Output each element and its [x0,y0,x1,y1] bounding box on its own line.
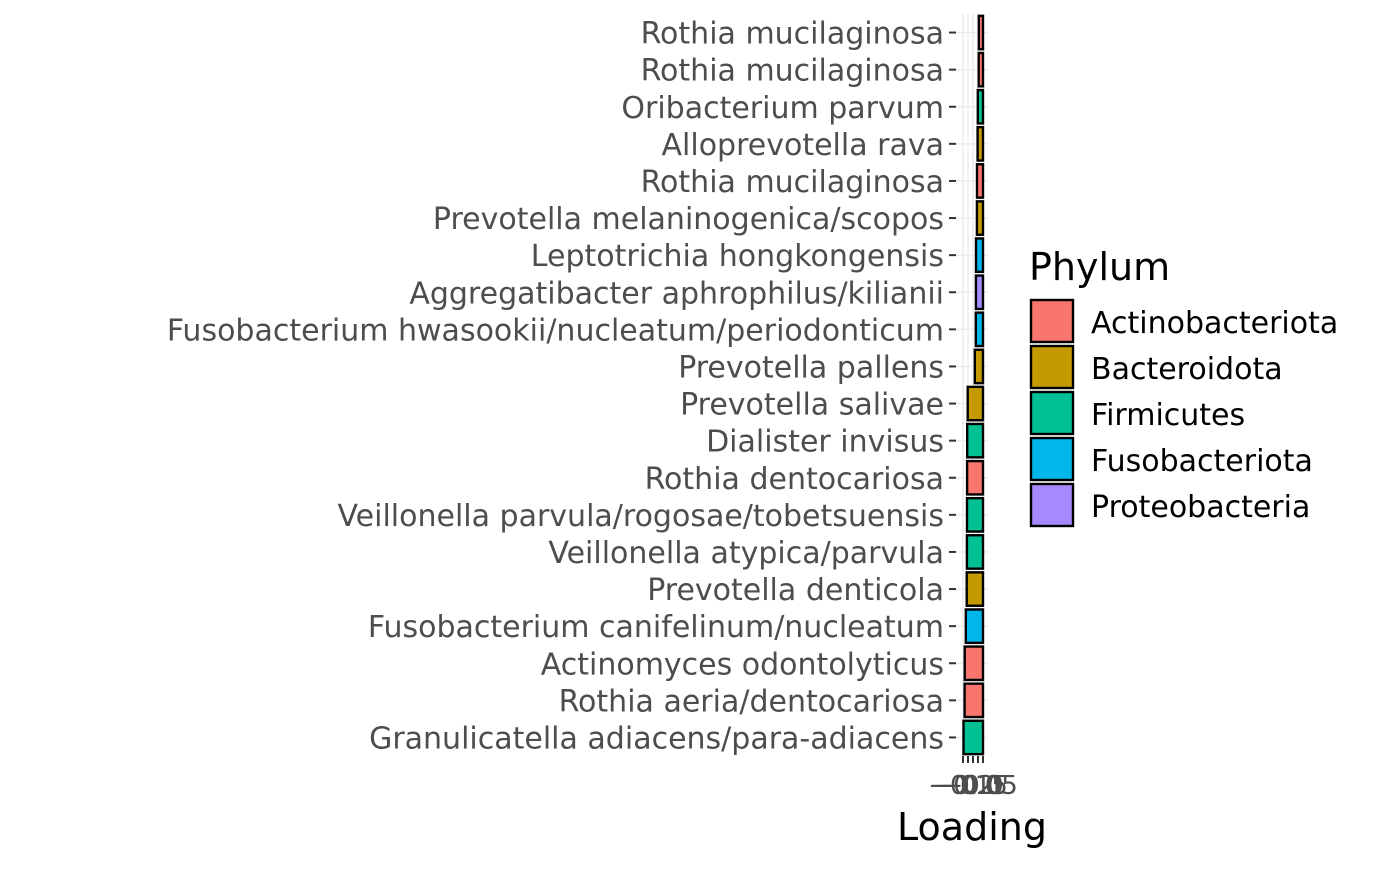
legend-key [1029,482,1075,528]
y-tick-label: Rothia mucilaginosa [641,165,944,200]
bar [962,719,985,756]
y-tick-label: Rothia mucilaginosa [641,17,944,52]
bar [973,348,985,385]
x-tick-label: −0.05 [938,771,1018,801]
bar [974,237,985,274]
bar [977,14,985,51]
x-axis: −0.2−0.15−0.1−0.050.0 [928,756,1018,801]
bar-layer [962,14,985,756]
x-tick-label: −0.1 [941,771,1004,801]
bar [963,682,985,719]
y-tick-label: Rothia dentocariosa [645,462,944,497]
bar [964,608,985,645]
bar [965,459,985,496]
x-axis-title: Loading [897,805,1047,849]
legend: Phylum Actinobacteriota Bacteroidota Firmi… [1029,245,1338,528]
legend-key [1029,390,1075,436]
legend-label: Fusobacteriota [1091,444,1313,479]
x-tick-label: −0.15 [928,771,1008,801]
legend-key [1029,436,1075,482]
y-tick-label: Prevotella melaninogenica/scopos [433,202,944,237]
legend-key [1029,344,1075,390]
legend-key [1029,298,1075,344]
y-tick-label: Prevotella denticola [647,573,944,608]
bar [966,385,985,422]
legend-title: Phylum [1029,245,1170,289]
y-tick-label: Prevotella salivae [680,388,944,423]
bar [965,534,985,570]
bar [974,311,985,348]
bar [974,274,985,311]
y-tick-label: Aggregatibacter aphrophilus/kilianii [409,276,944,311]
legend-label: Proteobacteria [1091,490,1310,525]
y-tick-label: Alloprevotella rava [662,128,945,163]
bar [963,645,985,682]
y-tick-label: Dialister invisus [706,425,944,460]
y-tick-label: Prevotella pallens [678,350,944,385]
x-tick-label: 0.0 [962,771,1003,801]
y-tick-label: Fusobacterium canifelinum/nucleatum [368,610,944,645]
y-tick-label: Rothia mucilaginosa [641,54,944,89]
y-tick-label: Fusobacterium hwasookii/nucleatum/period… [167,313,944,348]
bar [965,496,985,533]
y-tick-label: Leptotrichia hongkongensis [531,239,944,274]
y-tick-label: Oribacterium parvum [621,91,944,126]
bar [975,163,985,199]
bar [966,422,985,459]
x-tick-label: −0.2 [931,771,994,801]
legend-label: Actinobacteriota [1091,306,1338,341]
bar [975,200,985,236]
legend-label: Bacteroidota [1091,352,1283,387]
y-tick-label: Veillonella atypica/parvula [548,536,944,571]
y-tick-label: Actinomyces odontolyticus [541,647,944,682]
grid-layer [956,14,988,756]
bar [976,88,985,125]
bar [976,125,985,162]
bar [965,571,985,607]
bar [977,51,985,88]
y-tick-label: Veillonella parvula/rogosae/tobetsuensis [337,499,944,534]
legend-label: Firmicutes [1091,398,1245,433]
y-tick-label: Granulicatella adiacens/para-adiacens [369,721,944,756]
y-tick-label: Rothia aeria/dentocariosa [559,684,944,719]
